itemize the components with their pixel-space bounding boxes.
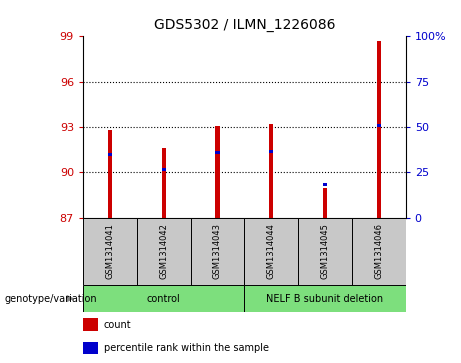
Bar bbox=[108, 152, 112, 156]
Bar bbox=[215, 126, 219, 218]
Bar bbox=[323, 188, 327, 218]
Text: NELF B subunit deletion: NELF B subunit deletion bbox=[266, 294, 384, 303]
Bar bbox=[377, 124, 381, 127]
Text: genotype/variation: genotype/variation bbox=[5, 294, 97, 303]
Bar bbox=[83, 318, 97, 331]
Text: GSM1314043: GSM1314043 bbox=[213, 223, 222, 280]
Text: GSM1314042: GSM1314042 bbox=[159, 224, 168, 279]
Text: control: control bbox=[147, 294, 181, 303]
Bar bbox=[161, 148, 166, 218]
Text: percentile rank within the sample: percentile rank within the sample bbox=[104, 343, 269, 352]
Text: GSM1314044: GSM1314044 bbox=[267, 224, 276, 279]
Text: GSM1314046: GSM1314046 bbox=[374, 223, 383, 280]
Bar bbox=[244, 285, 406, 312]
Bar bbox=[377, 41, 381, 218]
Bar bbox=[269, 124, 273, 218]
Title: GDS5302 / ILMN_1226086: GDS5302 / ILMN_1226086 bbox=[154, 19, 335, 33]
Bar bbox=[323, 183, 327, 186]
Bar bbox=[190, 218, 244, 285]
Bar bbox=[298, 218, 352, 285]
Text: GSM1314045: GSM1314045 bbox=[320, 224, 330, 279]
Text: count: count bbox=[104, 319, 131, 330]
Bar bbox=[83, 342, 97, 354]
Text: GSM1314041: GSM1314041 bbox=[106, 224, 114, 279]
Bar bbox=[108, 130, 112, 218]
Bar bbox=[83, 218, 137, 285]
Bar bbox=[352, 218, 406, 285]
Bar bbox=[269, 150, 273, 153]
Bar bbox=[244, 218, 298, 285]
Bar bbox=[215, 151, 219, 154]
Bar bbox=[137, 218, 190, 285]
Bar bbox=[161, 168, 166, 171]
Bar bbox=[83, 285, 244, 312]
